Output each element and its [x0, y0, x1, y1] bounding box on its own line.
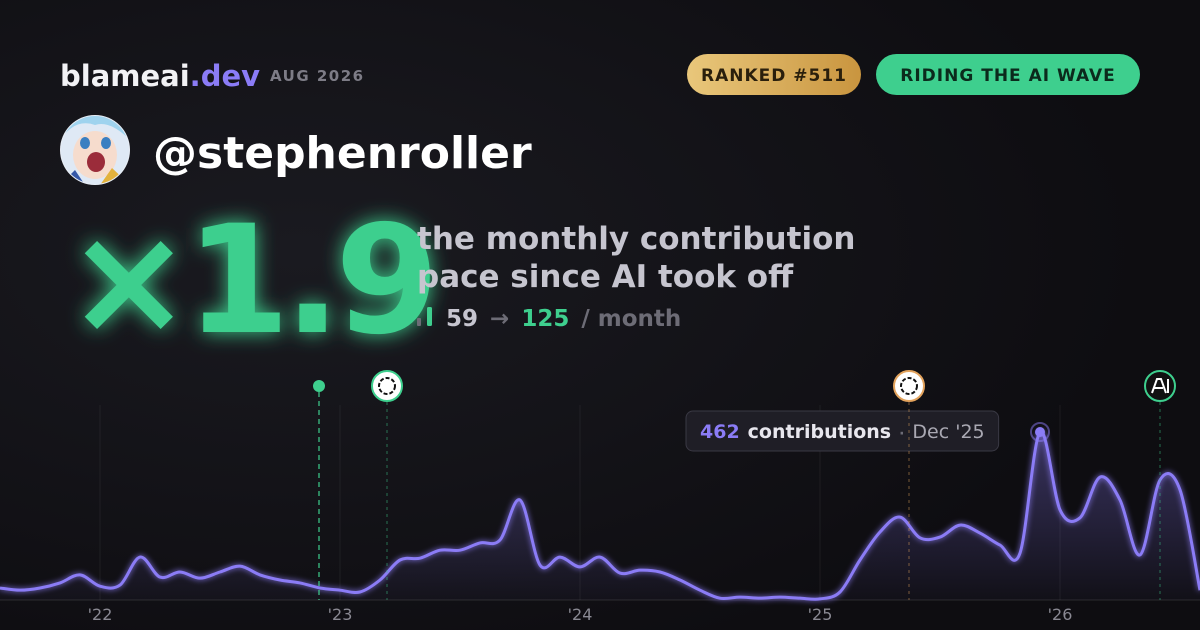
event-dot — [313, 380, 325, 392]
pace-after: 125 — [521, 306, 569, 332]
brand: blameai.dev — [60, 59, 260, 93]
pace-arrow: → — [490, 306, 509, 332]
rank-badge-text: RANKED #511 — [701, 66, 847, 86]
brand-suffix: .dev — [190, 59, 260, 93]
x-tick-label: '24 — [568, 605, 593, 624]
avatar — [60, 115, 130, 185]
pace-before: 59 — [446, 306, 478, 332]
rank-badge — [687, 54, 861, 95]
x-tick-label: '22 — [88, 605, 113, 624]
highlight-ring — [1030, 422, 1050, 442]
pace-icon-after — [427, 307, 432, 326]
pace-unit: / month — [581, 306, 681, 332]
event-icon-glyph — [900, 377, 918, 395]
event-icon — [1144, 370, 1176, 402]
event-icon-glyph — [1151, 378, 1169, 394]
username: @stephenroller — [153, 128, 532, 179]
event-icon — [893, 370, 925, 402]
area — [0, 431, 1200, 600]
multiplier: ×1.9 — [66, 194, 433, 368]
status-badge-text: RIDING THE AI WAVE — [900, 66, 1115, 86]
tooltip: 462 contributions · Dec '25 — [685, 410, 1000, 452]
highlight-point — [1035, 427, 1045, 437]
date: AUG 2026 — [270, 67, 365, 85]
tooltip-sep: · — [899, 426, 904, 442]
event-icon-glyph — [378, 377, 396, 395]
tooltip-series: contributions — [748, 421, 891, 443]
x-tick-label: '23 — [328, 605, 353, 624]
tooltip-value: 462 — [700, 421, 740, 443]
tooltip-text: 462 contributions · Dec '25 — [700, 421, 985, 443]
status-badge — [876, 54, 1140, 95]
pace-line: 59 → 125 / month — [446, 306, 681, 332]
description-line: the monthly contribution — [417, 221, 855, 257]
brand-name: blameai — [60, 59, 190, 93]
line — [0, 430, 1200, 601]
tooltip-date: Dec '25 — [912, 421, 984, 443]
chart: '22 '23 '24 '25 '26 462 contributions · Dec '25 — [0, 405, 1200, 624]
x-tick-label: '25 — [808, 605, 833, 624]
event-markers — [313, 370, 1176, 600]
x-tick-label: '26 — [1048, 605, 1073, 624]
event-icon — [371, 370, 403, 402]
description-line: pace since AI took off — [417, 259, 794, 295]
pace-icon-before — [417, 318, 421, 326]
tooltip-box — [685, 410, 1000, 452]
